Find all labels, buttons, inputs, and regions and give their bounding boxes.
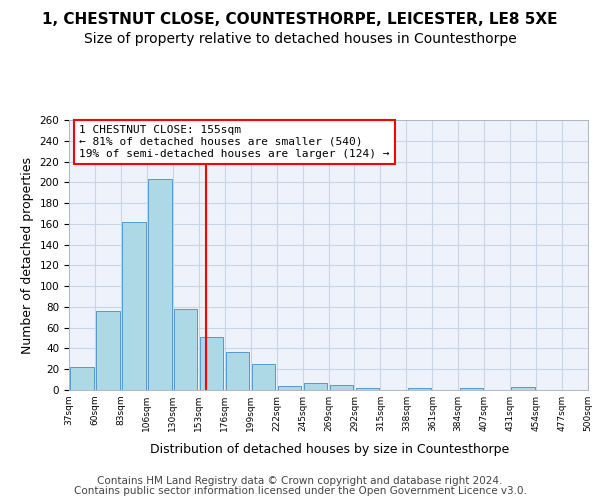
- Bar: [511, 387, 535, 390]
- Bar: [226, 352, 250, 390]
- Bar: [407, 388, 431, 390]
- Y-axis label: Number of detached properties: Number of detached properties: [21, 156, 34, 354]
- Bar: [460, 388, 483, 390]
- Text: Size of property relative to detached houses in Countesthorpe: Size of property relative to detached ho…: [83, 32, 517, 46]
- Bar: [200, 337, 223, 390]
- Bar: [330, 385, 353, 390]
- Text: Contains public sector information licensed under the Open Government Licence v3: Contains public sector information licen…: [74, 486, 526, 496]
- Bar: [278, 386, 301, 390]
- Bar: [148, 179, 172, 390]
- Bar: [122, 222, 146, 390]
- Text: Contains HM Land Registry data © Crown copyright and database right 2024.: Contains HM Land Registry data © Crown c…: [97, 476, 503, 486]
- Bar: [304, 382, 327, 390]
- Bar: [96, 311, 119, 390]
- Bar: [356, 388, 379, 390]
- Text: Distribution of detached houses by size in Countesthorpe: Distribution of detached houses by size …: [151, 442, 509, 456]
- Text: 1 CHESTNUT CLOSE: 155sqm
← 81% of detached houses are smaller (540)
19% of semi-: 1 CHESTNUT CLOSE: 155sqm ← 81% of detach…: [79, 126, 390, 158]
- Bar: [252, 364, 275, 390]
- Bar: [174, 309, 197, 390]
- Text: 1, CHESTNUT CLOSE, COUNTESTHORPE, LEICESTER, LE8 5XE: 1, CHESTNUT CLOSE, COUNTESTHORPE, LEICES…: [42, 12, 558, 28]
- Bar: [70, 367, 94, 390]
